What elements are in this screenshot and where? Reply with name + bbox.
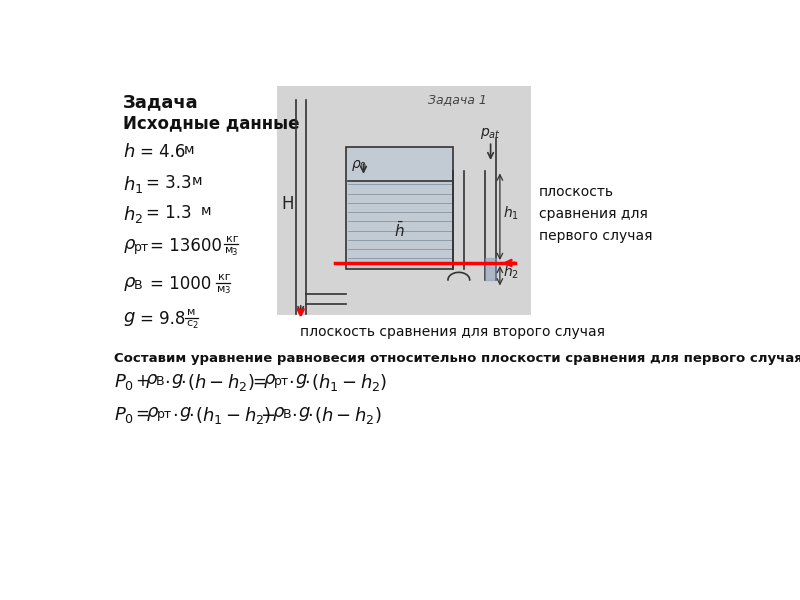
Text: = 13600: = 13600 xyxy=(150,237,222,255)
Text: $(h - h_2)$: $(h - h_2)$ xyxy=(314,404,382,425)
Text: 3: 3 xyxy=(224,286,230,295)
Text: В: В xyxy=(156,376,165,388)
Text: рт: рт xyxy=(274,376,289,388)
Text: В: В xyxy=(134,279,142,292)
Text: $g$: $g$ xyxy=(179,404,192,422)
Text: 2: 2 xyxy=(192,321,198,330)
Text: м: м xyxy=(201,205,211,218)
Text: $-$: $-$ xyxy=(261,404,275,422)
Text: = 4.6: = 4.6 xyxy=(140,143,186,161)
Text: $(h_1 - h_2)$: $(h_1 - h_2)$ xyxy=(310,372,387,394)
Text: $p_{at}$: $p_{at}$ xyxy=(480,126,501,141)
Text: $\rho_0$: $\rho_0$ xyxy=(351,158,367,173)
Text: $\rho$: $\rho$ xyxy=(123,237,137,255)
Text: H: H xyxy=(282,196,294,214)
Text: $\rho$: $\rho$ xyxy=(262,372,276,391)
Text: $g$: $g$ xyxy=(171,372,184,391)
Text: = 1000: = 1000 xyxy=(150,275,212,293)
Text: м: м xyxy=(187,307,195,317)
Text: = 1.3: = 1.3 xyxy=(146,205,192,223)
Text: $\cdot$: $\cdot$ xyxy=(172,404,178,422)
Text: $\cdot$: $\cdot$ xyxy=(180,372,186,391)
Text: $h_2$: $h_2$ xyxy=(503,264,519,281)
Text: 3: 3 xyxy=(232,248,237,257)
Text: =: = xyxy=(136,404,150,422)
Text: = 9.8: = 9.8 xyxy=(140,310,186,328)
Text: кг: кг xyxy=(218,272,230,282)
Text: $\cdot$: $\cdot$ xyxy=(288,372,294,391)
Text: = 3.3: = 3.3 xyxy=(146,173,192,191)
Text: $\cdot$: $\cdot$ xyxy=(307,404,313,422)
Text: м: м xyxy=(217,284,226,294)
Text: $\rho$: $\rho$ xyxy=(123,275,137,293)
Text: плоскость сравнения для второго случая: плоскость сравнения для второго случая xyxy=(300,325,605,338)
Text: плоскость
сравнения для
первого случая: плоскость сравнения для первого случая xyxy=(538,185,652,242)
Text: Исходные данные: Исходные данные xyxy=(123,115,300,133)
Text: м: м xyxy=(184,143,194,157)
Text: $h$: $h$ xyxy=(123,143,135,161)
Text: $P_0$: $P_0$ xyxy=(114,404,134,425)
Text: $\rho$: $\rho$ xyxy=(146,404,160,422)
Text: $\bar{h}$: $\bar{h}$ xyxy=(394,221,404,240)
Text: =: = xyxy=(252,372,266,391)
Text: $\rho$: $\rho$ xyxy=(272,404,286,422)
Text: $h_1$: $h_1$ xyxy=(503,204,519,221)
Text: $\cdot$: $\cdot$ xyxy=(291,404,297,422)
Text: В: В xyxy=(283,408,291,421)
Text: м: м xyxy=(191,173,202,188)
Bar xyxy=(346,148,454,269)
Text: рт: рт xyxy=(134,241,150,254)
Text: $g$: $g$ xyxy=(298,404,311,422)
Text: $\cdot$: $\cdot$ xyxy=(164,372,170,391)
Text: +: + xyxy=(136,372,150,391)
Text: $\cdot$: $\cdot$ xyxy=(187,404,194,422)
Text: $(h_1 - h_2)$: $(h_1 - h_2)$ xyxy=(194,404,271,425)
Text: Задача: Задача xyxy=(123,94,199,112)
Text: $g$: $g$ xyxy=(295,372,308,391)
Text: $\rho$: $\rho$ xyxy=(145,372,158,391)
Text: м: м xyxy=(225,245,233,255)
Text: $g$: $g$ xyxy=(123,310,136,328)
Text: $P_0$: $P_0$ xyxy=(114,372,134,392)
Text: $(h - h_2)$: $(h - h_2)$ xyxy=(187,372,254,394)
Text: $\cdot$: $\cdot$ xyxy=(304,372,310,391)
Text: с: с xyxy=(186,319,192,328)
Text: Задача 1: Задача 1 xyxy=(428,94,486,107)
Text: Составим уравнение равновесия относительно плоскости сравнения для первого случа: Составим уравнение равновесия относитель… xyxy=(114,352,800,365)
Text: рт: рт xyxy=(158,408,173,421)
Text: $h_1$: $h_1$ xyxy=(123,173,143,194)
Bar xyxy=(277,86,531,316)
Text: кг: кг xyxy=(226,234,238,244)
Text: $h_2$: $h_2$ xyxy=(123,205,143,226)
